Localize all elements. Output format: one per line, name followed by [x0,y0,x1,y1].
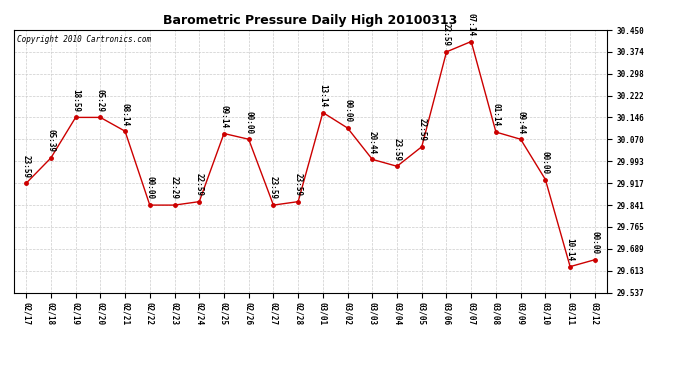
Text: 22:59: 22:59 [417,118,426,141]
Text: 23:59: 23:59 [21,154,30,178]
Text: 23:59: 23:59 [294,173,303,196]
Text: 22:59: 22:59 [442,23,451,46]
Text: 20:44: 20:44 [368,131,377,154]
Text: 23:59: 23:59 [269,176,278,200]
Text: 00:00: 00:00 [541,151,550,174]
Text: 22:59: 22:59 [195,173,204,196]
Text: 00:00: 00:00 [244,111,253,134]
Text: 00:00: 00:00 [146,176,155,200]
Text: 05:29: 05:29 [96,89,105,112]
Text: 13:14: 13:14 [318,84,327,107]
Text: Copyright 2010 Cartronics.com: Copyright 2010 Cartronics.com [17,35,151,44]
Text: 05:39: 05:39 [46,129,55,152]
Text: 09:44: 09:44 [516,111,525,134]
Text: 09:14: 09:14 [219,105,228,128]
Text: 10:14: 10:14 [566,238,575,261]
Text: 01:14: 01:14 [491,104,500,126]
Text: 00:00: 00:00 [343,99,352,123]
Text: 18:59: 18:59 [71,89,80,112]
Text: 22:29: 22:29 [170,176,179,200]
Text: 23:59: 23:59 [393,138,402,161]
Text: 00:00: 00:00 [591,231,600,254]
Title: Barometric Pressure Daily High 20100313: Barometric Pressure Daily High 20100313 [164,15,457,27]
Text: 08:14: 08:14 [121,102,130,126]
Text: 07:14: 07:14 [466,13,475,36]
